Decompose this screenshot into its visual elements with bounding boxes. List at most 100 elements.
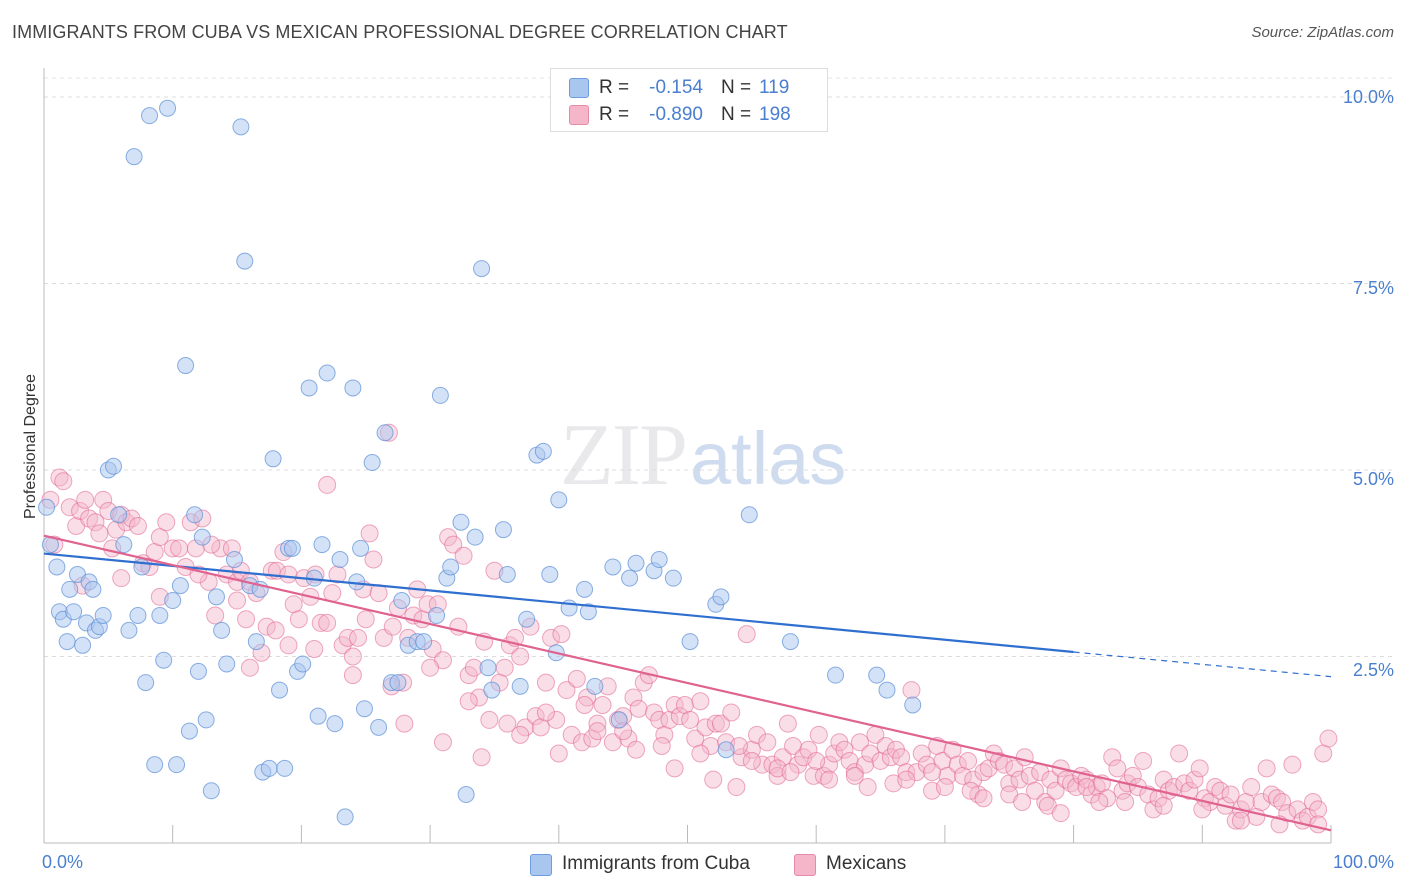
cuba-point xyxy=(300,379,318,397)
cuba-point xyxy=(294,655,312,673)
cuba-point xyxy=(452,513,470,531)
mexicans-point xyxy=(547,710,566,729)
legend-r-label: R = xyxy=(599,77,630,98)
cuba-point xyxy=(868,666,886,684)
mexicans-point xyxy=(959,751,978,770)
cuba-point xyxy=(494,521,512,539)
y-tick-label-10: 10.0% xyxy=(1342,87,1394,107)
mexicans-point xyxy=(562,725,581,744)
cuba-point xyxy=(207,588,225,606)
mexicans-point xyxy=(1314,744,1333,763)
mexicans-point xyxy=(1046,781,1065,800)
mexicans-point xyxy=(1252,792,1271,811)
mexicans-point xyxy=(531,718,550,737)
mexicans-point xyxy=(825,744,844,763)
cuba-point xyxy=(232,118,250,136)
mexicans-point xyxy=(861,744,880,763)
cuba-point xyxy=(650,551,668,569)
cuba-point xyxy=(313,536,331,554)
mexicans-point xyxy=(289,610,308,629)
cuba-point xyxy=(94,606,112,624)
mexicans-point xyxy=(627,740,646,759)
mexicans-point xyxy=(459,692,478,711)
mexicans-point xyxy=(737,625,756,644)
mexicans-point xyxy=(1103,748,1122,767)
mexicans-point xyxy=(706,714,725,733)
mexicans-point xyxy=(163,539,182,558)
mexicans-point xyxy=(338,628,357,647)
mexicans-point xyxy=(383,617,402,636)
mexicans-point xyxy=(1116,792,1135,811)
mexicans-point xyxy=(835,740,854,759)
mexicans-point xyxy=(511,725,530,744)
mexicans-point xyxy=(876,737,895,756)
cuba-point xyxy=(146,756,164,774)
mexicans-point xyxy=(1242,778,1261,797)
mexicans-point xyxy=(557,681,576,700)
mexicans-point xyxy=(1010,770,1029,789)
cuba-point xyxy=(213,621,231,639)
mexicans-point xyxy=(1077,778,1096,797)
watermark: ZIPatlas xyxy=(560,405,846,506)
mexicans-point xyxy=(603,733,622,752)
cuba-point xyxy=(344,379,362,397)
cuba-point xyxy=(326,715,344,733)
cuba-point xyxy=(120,621,138,639)
mexicans-point xyxy=(511,647,530,666)
cuba-point xyxy=(164,592,182,610)
cuba-point xyxy=(218,655,236,673)
mexicans-point xyxy=(845,766,864,785)
cuba-point xyxy=(586,677,604,695)
mexicans-point xyxy=(1134,751,1153,770)
source-label: Source: ZipAtlas.com xyxy=(1251,24,1394,41)
cuba-point xyxy=(177,357,195,375)
mexicans-point xyxy=(1180,781,1199,800)
mexicans-point xyxy=(691,744,710,763)
mexicans-point xyxy=(1190,759,1209,778)
cuba-point xyxy=(202,782,220,800)
cuba-point xyxy=(681,633,699,651)
mexicans-point xyxy=(1288,800,1307,819)
cuba-point xyxy=(473,260,491,278)
cuba-point xyxy=(151,606,169,624)
mexicans-point xyxy=(311,613,330,632)
mexicans-point xyxy=(395,714,414,733)
mexicans-point xyxy=(572,733,591,752)
mexicans-point xyxy=(240,658,259,677)
mexicans-point xyxy=(1090,792,1109,811)
cuba-point xyxy=(483,681,501,699)
mexicans-point xyxy=(1231,811,1250,830)
cuba-point xyxy=(264,450,282,468)
x-tick-label-min: 0.0% xyxy=(42,852,84,872)
mexicans-point xyxy=(1154,770,1173,789)
cuba-point xyxy=(457,786,475,804)
legend-r-value: -0.154 xyxy=(649,77,703,98)
mexicans-point xyxy=(892,748,911,767)
cuba-point xyxy=(498,565,516,583)
cuba-point xyxy=(370,718,388,736)
mexicans-point xyxy=(498,714,517,733)
mexicans-point xyxy=(681,710,700,729)
mexicans-point xyxy=(850,733,869,752)
mexicans-point xyxy=(938,766,957,785)
cuba-point xyxy=(65,603,83,621)
cuba-point xyxy=(610,711,628,729)
mexicans-point xyxy=(1041,770,1060,789)
mexicans-point xyxy=(575,695,594,714)
mexicans-point xyxy=(470,688,489,707)
cuba-point xyxy=(186,506,204,524)
mexicans-point xyxy=(349,628,368,647)
cuba-point xyxy=(141,107,159,125)
mexicans-point xyxy=(1154,796,1173,815)
mexicans-point xyxy=(593,695,612,714)
cuba-point xyxy=(193,528,211,546)
cuba-point xyxy=(355,700,373,718)
cuba-point xyxy=(627,554,645,572)
cuba-point xyxy=(110,506,128,524)
mexicans-point xyxy=(820,770,839,789)
mexicans-point xyxy=(696,718,715,737)
mexicans-point xyxy=(454,546,473,565)
mexicans-point xyxy=(257,617,276,636)
mexicans-point xyxy=(1051,804,1070,823)
